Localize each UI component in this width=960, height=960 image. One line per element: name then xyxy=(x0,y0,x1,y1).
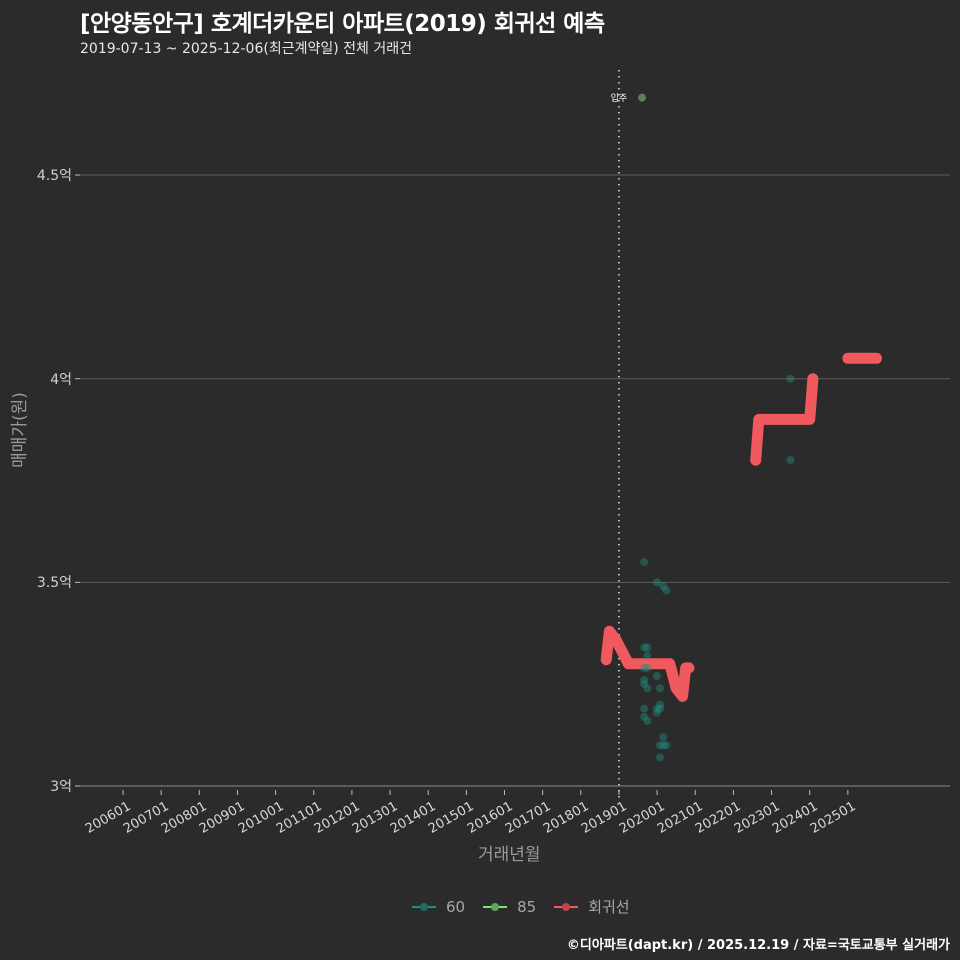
data-point-60 xyxy=(640,557,649,566)
data-point-60 xyxy=(786,456,795,465)
data-point-60 xyxy=(652,704,661,713)
data-point-60 xyxy=(652,672,661,681)
data-point-60 xyxy=(640,643,649,652)
move-in-label: 입주 xyxy=(611,92,628,104)
legend-item-regression: 회귀선 xyxy=(554,896,630,917)
source-caption: ©디아파트(dapt.kr) / 2025.12.19 / 자료=국토교통부 실… xyxy=(566,938,950,953)
data-point-60 xyxy=(652,708,661,717)
x-axis-title: 거래년월 xyxy=(478,845,541,865)
data-point-60 xyxy=(659,741,668,750)
chart-subtitle: 2019-07-13 ~ 2025-12-06(최근계약일) 전체 거래건 xyxy=(80,41,412,57)
data-point-60 xyxy=(662,586,671,595)
data-point-60 xyxy=(643,651,652,660)
y-tick-label: 3억 xyxy=(50,779,72,795)
data-point-85 xyxy=(638,93,647,102)
data-point-60 xyxy=(643,684,652,693)
legend-label-85: 85 xyxy=(517,897,537,916)
legend-key-85-icon xyxy=(483,900,508,914)
data-point-60 xyxy=(640,676,649,685)
data-point-60 xyxy=(659,582,668,591)
data-point-60 xyxy=(640,680,649,689)
data-point-60 xyxy=(656,753,665,762)
legend-item-60: 60 xyxy=(412,898,465,916)
regression-line xyxy=(750,373,819,466)
legend-key-regression-icon xyxy=(554,900,579,914)
data-point-60 xyxy=(786,374,795,383)
data-point-60 xyxy=(656,700,665,709)
legend-key-60-icon xyxy=(412,900,436,914)
y-tick-label: 4억 xyxy=(50,371,72,388)
chart-title: [안양동안구] 호계더카운티 아파트(2019) 회귀선 예측 xyxy=(80,11,605,37)
data-point-60 xyxy=(643,643,652,652)
data-point-60 xyxy=(640,704,649,713)
legend: 60 85 회귀선 xyxy=(412,896,638,917)
data-point-60 xyxy=(659,733,668,742)
y-axis-title: 매매가(원) xyxy=(10,392,30,468)
data-point-60 xyxy=(640,712,649,721)
y-tick-label: 4.5억 xyxy=(36,168,72,185)
data-point-60 xyxy=(643,663,652,672)
legend-label-regression: 회귀선 xyxy=(588,898,630,916)
legend-item-85: 85 xyxy=(483,898,536,916)
data-point-60 xyxy=(662,741,671,750)
legend-label-60: 60 xyxy=(446,897,466,916)
data-point-60 xyxy=(652,578,661,587)
regression-line xyxy=(600,625,695,702)
data-point-60 xyxy=(656,704,665,713)
data-point-60 xyxy=(656,684,665,693)
data-point-60 xyxy=(640,663,649,672)
data-point-60 xyxy=(656,741,665,750)
data-point-60 xyxy=(643,716,652,725)
y-tick-label: 3.5억 xyxy=(36,575,72,592)
